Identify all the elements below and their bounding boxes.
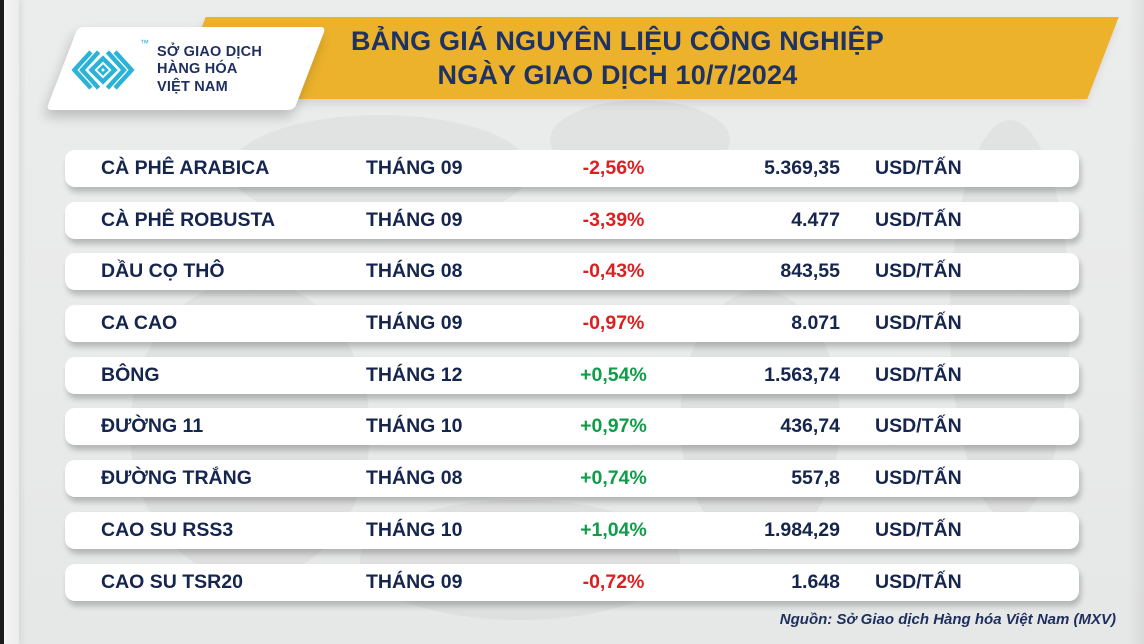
- commodity-name: ĐƯỜNG 11: [101, 415, 204, 438]
- contract-month: THÁNG 09: [366, 208, 463, 231]
- trademark-symbol: ™: [140, 38, 149, 48]
- price-value: 436,74: [780, 415, 840, 438]
- price-value: 843,55: [780, 260, 840, 283]
- contract-month: THÁNG 10: [366, 415, 463, 438]
- commodity-name: ĐƯỜNG TRẮNG: [101, 467, 252, 490]
- price-value: 1.563,74: [764, 363, 840, 386]
- contract-month: THÁNG 12: [366, 363, 463, 386]
- page-title-line1: BẢNG GIÁ NGUYÊN LIỆU CÔNG NGHIỆP: [351, 26, 884, 57]
- price-value: 5.369,35: [764, 157, 840, 179]
- price-row: BÔNG THÁNG 12 +0,54% 1.563,74 USD/TẤN: [65, 356, 1079, 394]
- logo-org-line3: VIỆT NAM: [157, 78, 228, 95]
- price-row: CA CAO THÁNG 09 -0,97% 8.071 USD/TẤN: [65, 305, 1079, 343]
- price-unit: USD/TẤN: [875, 518, 962, 541]
- percent-change: +0,74%: [580, 467, 647, 490]
- source-note: Nguồn: Sở Giao dịch Hàng hóa Việt Nam (M…: [779, 611, 1116, 628]
- contract-month: THÁNG 09: [366, 157, 463, 179]
- price-value: 1.984,29: [764, 518, 840, 541]
- commodity-name: DẦU CỌ THÔ: [101, 260, 225, 283]
- contract-month: THÁNG 09: [366, 570, 463, 593]
- contract-month: THÁNG 09: [366, 312, 463, 335]
- commodity-name: CAO SU TSR20: [101, 570, 243, 593]
- price-row: DẦU CỌ THÔ THÁNG 08 -0,43% 843,55 USD/TẤ…: [65, 253, 1079, 291]
- commodity-name: CÀ PHÊ ROBUSTA: [101, 208, 276, 231]
- page-title: BẢNG GIÁ NGUYÊN LIỆU CÔNG NGHIỆP NGÀY GI…: [260, 24, 975, 94]
- percent-change: +1,04%: [580, 518, 647, 541]
- price-row: CÀ PHÊ ROBUSTA THÁNG 09 -3,39% 4.477 USD…: [65, 201, 1079, 239]
- percent-change: +0,54%: [580, 363, 647, 386]
- price-unit: USD/TẤN: [875, 363, 962, 386]
- price-table: CÀ PHÊ ARABICA THÁNG 09 -2,56% 5.369,35 …: [65, 150, 1079, 615]
- commodity-name: BÔNG: [101, 363, 160, 386]
- price-unit: USD/TẤN: [875, 415, 962, 438]
- price-unit: USD/TẤN: [875, 260, 962, 283]
- price-value: 557,8: [791, 467, 840, 490]
- left-edge-highlight: [4, 0, 19, 644]
- mxv-logo-icon: [71, 50, 135, 90]
- logo-org-name: SỞ GIAO DỊCH HÀNG HÓA VIỆT NAM: [157, 44, 262, 95]
- percent-change: -0,43%: [582, 260, 645, 283]
- percent-change: -0,97%: [582, 312, 645, 335]
- contract-month: THÁNG 08: [366, 260, 463, 283]
- commodity-name: CA CAO: [101, 312, 178, 335]
- percent-change: -2,56%: [582, 157, 645, 179]
- price-row: CAO SU RSS3 THÁNG 10 +1,04% 1.984,29 USD…: [65, 511, 1079, 549]
- left-edge-strip: [0, 0, 4, 644]
- contract-month: THÁNG 08: [366, 467, 463, 490]
- price-unit: USD/TẤN: [875, 157, 962, 179]
- logo-org-line2: HÀNG HÓA: [157, 61, 238, 78]
- price-row: CÀ PHÊ ARABICA THÁNG 09 -2,56% 5.369,35 …: [65, 150, 1079, 187]
- contract-month: THÁNG 10: [366, 518, 463, 541]
- commodity-name: CÀ PHÊ ARABICA: [101, 157, 270, 179]
- commodity-name: CAO SU RSS3: [101, 518, 234, 541]
- percent-change: +0,97%: [580, 415, 647, 438]
- price-value: 4.477: [791, 208, 840, 231]
- percent-change: -3,39%: [582, 208, 645, 231]
- price-row: CAO SU TSR20 THÁNG 09 -0,72% 1.648 USD/T…: [65, 563, 1079, 601]
- price-value: 8.071: [791, 312, 840, 335]
- price-unit: USD/TẤN: [875, 570, 962, 593]
- percent-change: -0,72%: [582, 570, 645, 593]
- right-edge-shade: [1128, 0, 1144, 644]
- price-unit: USD/TẤN: [875, 467, 962, 490]
- price-row: ĐƯỜNG 11 THÁNG 10 +0,97% 436,74 USD/TẤN: [65, 408, 1079, 446]
- logo-org-line1: SỞ GIAO DỊCH: [157, 44, 262, 61]
- price-unit: USD/TẤN: [875, 208, 962, 231]
- price-value: 1.648: [791, 570, 840, 593]
- price-row: ĐƯỜNG TRẮNG THÁNG 08 +0,74% 557,8 USD/TẤ…: [65, 460, 1079, 498]
- price-unit: USD/TẤN: [875, 312, 962, 335]
- page-title-line2: NGÀY GIAO DỊCH 10/7/2024: [437, 60, 798, 90]
- logo: ™ SỞ GIAO DỊCH HÀNG HÓA VIỆT NAM: [70, 38, 285, 100]
